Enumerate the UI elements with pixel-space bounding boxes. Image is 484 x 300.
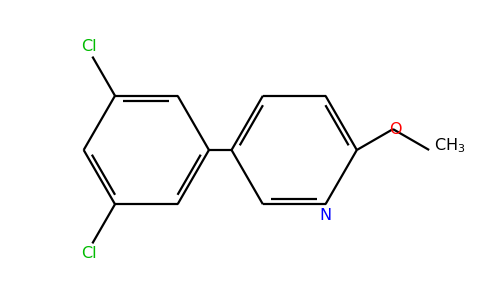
Text: Cl: Cl [81, 39, 97, 54]
Text: CH$_3$: CH$_3$ [434, 136, 466, 155]
Text: N: N [319, 208, 332, 223]
Text: Cl: Cl [81, 246, 97, 261]
Text: O: O [389, 122, 402, 136]
